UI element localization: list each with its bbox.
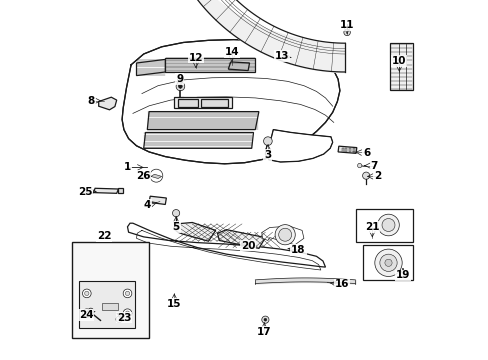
Text: 5: 5 [172, 222, 180, 232]
Circle shape [123, 309, 132, 318]
Circle shape [362, 172, 369, 179]
Circle shape [177, 77, 183, 83]
Circle shape [125, 291, 129, 296]
Text: 22: 22 [97, 231, 111, 241]
Circle shape [381, 219, 394, 231]
Text: 6: 6 [363, 148, 370, 158]
Circle shape [374, 249, 401, 276]
Circle shape [379, 254, 396, 271]
Polygon shape [217, 230, 265, 248]
Text: 14: 14 [224, 47, 239, 57]
Text: 25: 25 [78, 186, 92, 197]
Polygon shape [174, 97, 231, 108]
Text: 7: 7 [369, 161, 377, 171]
Polygon shape [143, 132, 253, 148]
Polygon shape [345, 148, 347, 152]
Text: 16: 16 [334, 279, 348, 289]
Polygon shape [93, 188, 118, 193]
Polygon shape [136, 59, 165, 76]
Text: 19: 19 [395, 270, 409, 280]
Circle shape [264, 318, 266, 321]
Polygon shape [118, 188, 122, 193]
Circle shape [384, 259, 391, 266]
Polygon shape [122, 40, 339, 164]
Text: 20: 20 [241, 240, 255, 251]
Polygon shape [389, 43, 412, 90]
Circle shape [123, 289, 132, 298]
Polygon shape [348, 148, 350, 152]
Circle shape [278, 228, 291, 241]
Circle shape [275, 225, 295, 245]
Circle shape [343, 29, 349, 36]
Polygon shape [201, 99, 228, 107]
Circle shape [261, 316, 268, 323]
Text: 21: 21 [365, 222, 379, 232]
Circle shape [125, 311, 129, 315]
Polygon shape [337, 146, 356, 153]
Polygon shape [363, 245, 412, 280]
Text: 23: 23 [117, 312, 131, 323]
Polygon shape [355, 209, 412, 242]
Text: 8: 8 [88, 96, 95, 106]
Polygon shape [173, 222, 215, 241]
Polygon shape [79, 281, 134, 328]
Polygon shape [147, 112, 258, 130]
Polygon shape [165, 58, 255, 72]
Polygon shape [178, 99, 197, 107]
Polygon shape [149, 196, 166, 204]
Text: 1: 1 [123, 162, 131, 172]
Text: 11: 11 [339, 20, 354, 30]
Circle shape [84, 311, 89, 315]
Text: 4: 4 [143, 200, 151, 210]
Circle shape [263, 137, 272, 145]
Polygon shape [352, 148, 354, 152]
Text: 10: 10 [391, 56, 406, 66]
Text: 12: 12 [188, 53, 203, 63]
Text: 24: 24 [79, 310, 93, 320]
Circle shape [178, 85, 182, 88]
Polygon shape [228, 62, 249, 71]
Circle shape [116, 316, 122, 323]
Polygon shape [341, 148, 343, 152]
Polygon shape [265, 130, 332, 162]
Polygon shape [102, 303, 118, 310]
Text: 3: 3 [264, 150, 271, 160]
Circle shape [377, 214, 399, 236]
Circle shape [82, 309, 91, 318]
Text: 26: 26 [136, 171, 150, 181]
Polygon shape [99, 97, 117, 110]
Circle shape [84, 291, 89, 296]
Circle shape [357, 163, 361, 168]
Text: 18: 18 [291, 245, 305, 255]
Circle shape [176, 82, 184, 91]
Circle shape [88, 308, 94, 314]
Text: 15: 15 [167, 299, 181, 309]
Circle shape [82, 289, 91, 298]
Text: 2: 2 [373, 171, 381, 181]
Text: 13: 13 [274, 51, 289, 61]
Polygon shape [127, 223, 325, 267]
Text: 17: 17 [257, 327, 271, 337]
Text: 9: 9 [176, 74, 183, 84]
Circle shape [172, 210, 179, 217]
Bar [72, 242, 149, 338]
Polygon shape [151, 174, 162, 179]
Polygon shape [261, 226, 303, 245]
